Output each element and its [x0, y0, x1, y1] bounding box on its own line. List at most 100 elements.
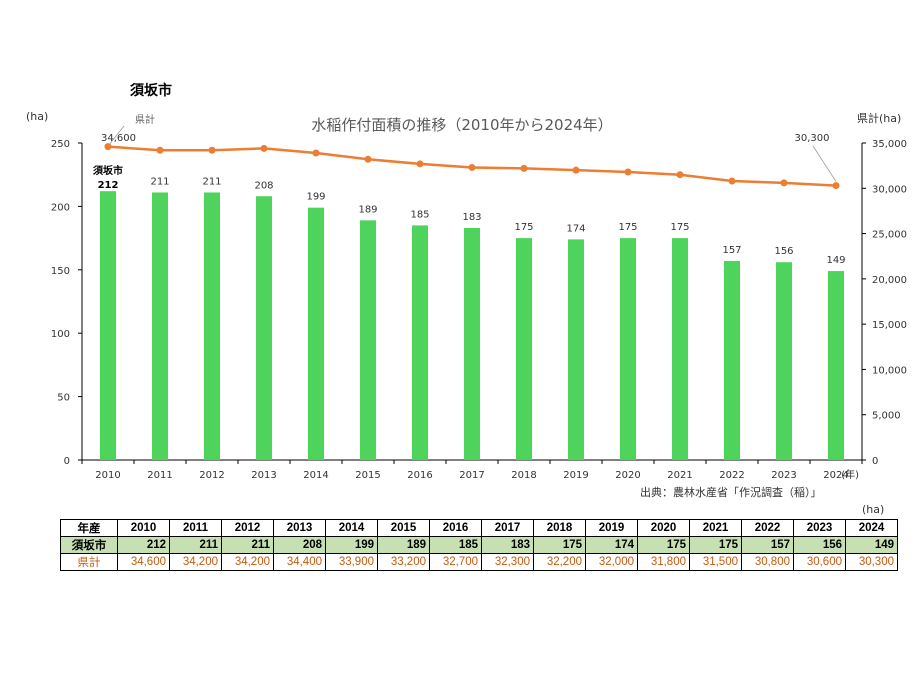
right-tick-label: 0	[872, 456, 878, 467]
bar-2020	[620, 238, 636, 460]
x-tick-label: 2010	[95, 470, 120, 481]
pref-point-2020	[624, 168, 632, 176]
table-header-row: 年産 2010 2011 2012 2013 2014 2015 2016 2017 2018 2…	[60, 519, 898, 537]
table-year-header: 2018	[533, 519, 586, 537]
left-tick-label: 100	[51, 329, 70, 340]
x-tick-label: 2022	[719, 470, 744, 481]
table-year-header: 2013	[273, 519, 326, 537]
table-year-header: 2019	[585, 519, 638, 537]
pref-callout-line	[109, 125, 125, 144]
bar-2019	[568, 239, 584, 460]
table-year-header: 2010	[117, 519, 170, 537]
x-tick-label: 2024	[823, 470, 848, 481]
bar-2016	[412, 225, 428, 460]
bar-value-label: 211	[202, 176, 221, 187]
pref-point-2014	[312, 149, 320, 157]
x-tick-label: 2021	[667, 470, 692, 481]
pref-point-2012	[208, 146, 216, 154]
pref-series-name: 県計	[135, 113, 155, 126]
table-cell: 30,300	[845, 553, 898, 571]
x-tick-label: 2013	[251, 470, 276, 481]
left-tick-label: 200	[51, 202, 70, 213]
table-row-label: 須坂市	[60, 536, 118, 554]
pref-last-label: 30,300	[795, 133, 830, 144]
table-year-header: 2016	[429, 519, 482, 537]
bar-2017	[464, 227, 480, 460]
table-cell: 33,200	[377, 553, 430, 571]
x-tick-label: 2016	[407, 470, 432, 481]
data-table: 年産 2010 2011 2012 2013 2014 2015 2016 2017 2018 2…	[60, 519, 898, 571]
table-cell: 175	[637, 536, 690, 554]
table-cell: 30,600	[793, 553, 846, 571]
pref-point-2022	[728, 177, 736, 185]
chart-title: 水稲作付面積の推移（2010年から2024年）	[311, 116, 613, 134]
pref-point-2013	[260, 144, 268, 152]
bar-value-label: 189	[358, 204, 377, 215]
bar-value-label: 211	[150, 176, 169, 187]
table-cell: 149	[845, 536, 898, 554]
combo-chart: 0 50 100 150 200 250 0 5,000 10,000 15,000 20,000 2…	[51, 113, 907, 481]
table-year-header: 2024	[845, 519, 898, 537]
left-tick-label: 0	[64, 456, 70, 467]
table-header-label: 年産	[60, 519, 118, 537]
table-year-header: 2021	[689, 519, 742, 537]
table-year-header: 2015	[377, 519, 430, 537]
bar-value-label: 208	[254, 180, 273, 191]
pref-point-2018	[520, 164, 528, 172]
table-year-header: 2014	[325, 519, 378, 537]
bar-2018	[516, 238, 532, 460]
left-tick-label: 50	[57, 393, 70, 404]
left-tick-label: 150	[51, 266, 70, 277]
x-tick-label: 2012	[199, 470, 224, 481]
table-year-header: 2023	[793, 519, 846, 537]
bar-value-label: 212	[98, 180, 119, 191]
right-tick-label: 30,000	[872, 184, 907, 195]
pref-point-2021	[676, 171, 684, 179]
pref-point-2024	[832, 182, 840, 190]
table-cell: 189	[377, 536, 430, 554]
bar-2012	[204, 192, 220, 460]
bar-2022	[724, 260, 740, 460]
table-cell: 185	[429, 536, 482, 554]
right-tick-label: 10,000	[872, 365, 907, 376]
table-row-city: 須坂市 212 211 211 208 199 189 185 183 175 174 175 175…	[60, 536, 898, 554]
right-tick-label: 35,000	[872, 139, 907, 150]
bar-2015	[360, 220, 376, 460]
pref-point-2019	[572, 166, 580, 174]
bar-2014	[308, 207, 324, 460]
pref-point-2011	[156, 146, 164, 154]
pref-point-2010	[104, 143, 112, 151]
city-heading: 須坂市	[130, 83, 172, 99]
pref-first-label: 34,600	[101, 133, 136, 144]
pref-point-2016	[416, 160, 424, 168]
table-cell: 30,800	[741, 553, 794, 571]
table-cell: 157	[741, 536, 794, 554]
x-tick-label: 2017	[459, 470, 484, 481]
table-unit: (ha)	[862, 503, 885, 516]
right-tick-label: 5,000	[872, 411, 901, 422]
x-axis-unit: (年)	[841, 468, 859, 481]
pref-point-2015	[364, 155, 372, 163]
table-cell: 208	[273, 536, 326, 554]
source-note: 出典：農林水産省「作況調査（稲）」	[640, 486, 822, 499]
table-cell: 211	[221, 536, 274, 554]
table-cell: 31,800	[637, 553, 690, 571]
bar-value-label: 174	[566, 223, 585, 234]
x-tick-label: 2019	[563, 470, 588, 481]
bar-2013	[256, 196, 272, 461]
pref-point-2023	[780, 179, 788, 187]
left-axis-unit: (ha)	[26, 110, 49, 123]
table-cell: 212	[117, 536, 170, 554]
right-tick-label: 15,000	[872, 320, 907, 331]
table-cell: 175	[533, 536, 586, 554]
left-tick-label: 250	[51, 139, 70, 150]
x-tick-label: 2023	[771, 470, 796, 481]
bar-value-label: 175	[670, 222, 689, 233]
right-axis-unit: 県計(ha)	[857, 112, 902, 125]
table-cell: 174	[585, 536, 638, 554]
table-cell: 33,900	[325, 553, 378, 571]
table-cell: 34,200	[221, 553, 274, 571]
bar-2010	[100, 191, 116, 460]
bar-value-label: 157	[722, 245, 741, 256]
table-row-label: 県計	[60, 553, 118, 571]
